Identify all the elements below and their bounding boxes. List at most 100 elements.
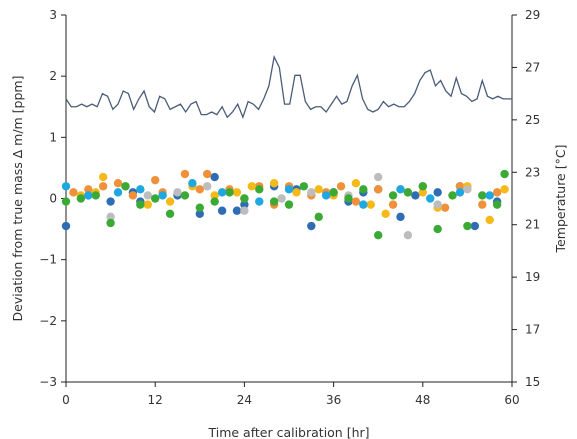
data-point-gray xyxy=(277,194,286,203)
data-point-green xyxy=(314,212,323,222)
data-point-yellow xyxy=(232,188,242,197)
data-point-gray xyxy=(374,172,383,182)
data-point-orange xyxy=(388,200,398,209)
y-axis-title: Deviation from true mass ∆ m/m [ppm] xyxy=(10,76,25,322)
data-point-green xyxy=(91,191,100,200)
data-point-yellow xyxy=(292,188,301,197)
data-point-blue xyxy=(240,200,249,209)
data-point-blue xyxy=(396,212,405,222)
data-point-yellow xyxy=(269,179,279,188)
data-point-gray xyxy=(433,200,442,209)
data-point-gray xyxy=(240,206,249,215)
data-point-green xyxy=(180,191,190,200)
data-point-blue xyxy=(195,209,204,218)
y-tick-label: 0 xyxy=(49,192,57,206)
data-point-blue xyxy=(433,188,442,197)
data-point-yellow xyxy=(98,172,108,182)
x-tick-label: 24 xyxy=(237,393,252,407)
y-tick-label: 1 xyxy=(49,130,57,144)
y2-tick-label: 27 xyxy=(525,60,540,74)
y2-tick-label: 23 xyxy=(525,165,540,179)
y-tick-label: −3 xyxy=(39,375,57,389)
data-point-yellow xyxy=(143,200,152,209)
data-point-orange xyxy=(98,182,108,191)
data-point-blue xyxy=(307,221,316,231)
data-point-gray xyxy=(403,231,413,240)
data-point-cyan xyxy=(426,194,435,203)
data-point-green xyxy=(448,191,457,200)
data-point-yellow xyxy=(418,188,427,197)
temperature-line xyxy=(65,54,512,120)
data-point-green xyxy=(388,191,398,200)
data-point-blue xyxy=(106,197,115,206)
data-point-cyan xyxy=(113,188,123,197)
data-point-green xyxy=(76,194,86,203)
y2-tick-label: 15 xyxy=(525,375,540,389)
data-point-green xyxy=(492,200,502,209)
data-point-gray xyxy=(463,185,472,194)
data-point-green xyxy=(478,191,487,200)
data-point-green xyxy=(269,197,279,206)
data-point-green xyxy=(136,200,145,209)
data-point-cyan xyxy=(188,179,197,188)
data-point-blue xyxy=(217,206,227,215)
y2-ticks: 15 17 19 21 23 25 27 29 xyxy=(512,8,540,389)
data-point-green xyxy=(151,194,160,203)
x-tick-label: 36 xyxy=(326,393,341,407)
data-point-cyan xyxy=(255,197,264,206)
data-point-blue xyxy=(232,206,242,215)
data-point-green xyxy=(374,231,383,240)
y-tick-label: 3 xyxy=(49,8,57,22)
data-point-yellow xyxy=(165,197,175,206)
y2-tick-label: 25 xyxy=(525,113,540,127)
data-points xyxy=(61,169,509,240)
y-ticks: −3 −2 −1 0 1 2 3 xyxy=(39,8,66,389)
data-point-orange xyxy=(151,175,160,185)
data-point-green xyxy=(165,209,175,218)
data-point-orange xyxy=(455,182,465,191)
data-point-blue xyxy=(61,221,71,231)
x-tick-label: 60 xyxy=(504,393,519,407)
y-tick-label: 2 xyxy=(49,69,57,83)
data-point-blue xyxy=(470,221,480,231)
data-point-green xyxy=(433,224,442,234)
data-point-green xyxy=(240,194,249,203)
data-point-orange xyxy=(336,182,346,191)
data-point-cyan xyxy=(396,185,405,194)
data-point-orange xyxy=(180,169,190,179)
data-point-green xyxy=(418,182,427,191)
data-point-orange xyxy=(203,169,212,179)
x-axis-title: Time after calibration [hr] xyxy=(207,425,369,439)
data-point-yellow xyxy=(314,185,323,194)
data-point-yellow xyxy=(500,185,509,194)
data-point-cyan xyxy=(61,182,71,191)
data-point-cyan xyxy=(284,185,294,194)
x-tick-label: 12 xyxy=(148,393,163,407)
y-tick-label: −1 xyxy=(39,253,57,267)
data-point-blue xyxy=(411,191,420,200)
y2-tick-label: 21 xyxy=(525,218,540,232)
data-point-orange xyxy=(374,185,383,194)
data-point-green xyxy=(210,197,219,206)
data-point-yellow xyxy=(366,200,375,209)
data-point-cyan xyxy=(217,188,227,197)
data-point-green xyxy=(106,218,115,228)
data-point-cyan xyxy=(158,191,167,200)
data-point-cyan xyxy=(321,191,331,200)
data-point-green xyxy=(403,188,413,197)
data-point-gray xyxy=(106,212,115,222)
data-point-green xyxy=(500,169,509,179)
data-point-cyan xyxy=(485,191,494,200)
data-point-orange xyxy=(69,188,78,197)
data-point-cyan xyxy=(455,188,465,197)
data-point-green xyxy=(284,200,294,209)
data-point-orange xyxy=(128,191,138,200)
data-point-orange xyxy=(351,197,361,206)
data-point-gray xyxy=(307,188,316,197)
data-point-yellow xyxy=(351,179,361,188)
data-point-green xyxy=(61,197,71,206)
y2-tick-label: 29 xyxy=(525,8,540,22)
data-point-cyan xyxy=(84,191,93,200)
data-point-green xyxy=(359,185,368,194)
